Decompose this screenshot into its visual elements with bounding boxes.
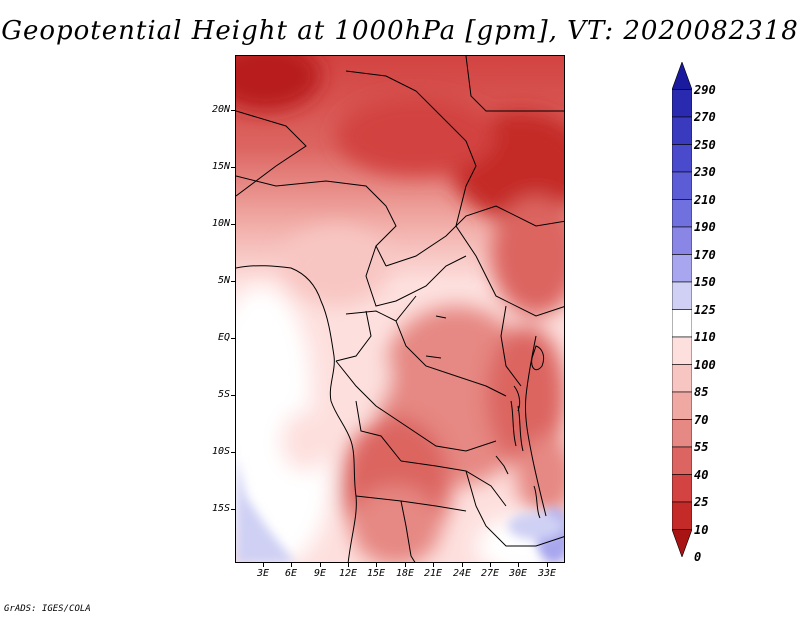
colorbar-band [672, 199, 692, 228]
lon-tick [490, 563, 491, 567]
colorbar-label: 170 [694, 247, 716, 262]
colorbar-band [672, 364, 692, 393]
lon-tick [263, 563, 264, 567]
lat-label-20n: 20N [211, 104, 230, 115]
lon-label-18e: 18E [395, 568, 415, 579]
footer-credit: GrADS: IGES/COLA [4, 604, 91, 614]
colorbar-label: 70 [694, 412, 709, 427]
colorbar-label: 150 [694, 275, 716, 289]
lon-label-9e: 9E [313, 568, 327, 579]
lat-tick [231, 509, 235, 510]
lat-tick [231, 224, 235, 225]
lat-tick [231, 110, 235, 111]
colorbar-band [672, 474, 692, 503]
colorbar-label: 125 [694, 302, 716, 317]
colorbar-band [672, 336, 692, 365]
lon-tick [348, 563, 349, 567]
lon-label-6e: 6E [284, 568, 298, 579]
map-title: Geopotential Height at 1000hPa [gpm], VT… [1, 16, 799, 46]
colorbar-label: 110 [694, 330, 716, 344]
lon-label-3e: 3E [256, 568, 270, 579]
lon-label-24e: 24E [452, 568, 472, 579]
lon-tick [462, 563, 463, 567]
colorbar-band [672, 89, 692, 118]
colorbar-band [672, 254, 692, 283]
colorbar-label: 55 [694, 440, 709, 454]
colorbar [672, 62, 692, 557]
lon-label-15e: 15E [366, 568, 386, 579]
colorbar-label: 230 [694, 165, 716, 179]
colorbar-label: 10 [694, 522, 709, 537]
lat-label-15n: 15N [211, 161, 230, 172]
colorbar-band [672, 501, 692, 530]
lat-tick [231, 167, 235, 168]
colorbar-band [672, 281, 692, 310]
colorbar-band [672, 144, 692, 173]
borders [236, 56, 564, 562]
colorbar-band [672, 309, 692, 338]
lon-tick [433, 563, 434, 567]
lat-label-10n: 10N [211, 218, 230, 229]
colorbar-band [672, 419, 692, 448]
colorbar-label: 0 [694, 550, 702, 564]
lakes [425, 315, 545, 519]
lon-tick [405, 563, 406, 567]
lon-tick [547, 563, 548, 567]
colorbar-label: 250 [694, 137, 716, 152]
colorbar-label: 270 [694, 110, 716, 124]
lon-tick [376, 563, 377, 567]
lon-label-27e: 27E [480, 568, 500, 579]
colorbar-label: 100 [694, 357, 716, 372]
lon-tick [320, 563, 321, 567]
colorbar-bands [672, 62, 692, 557]
colorbar-label: 190 [694, 220, 716, 234]
lat-label-eq: EQ [217, 332, 230, 343]
lon-tick [518, 563, 519, 567]
map-panel [235, 55, 565, 563]
lon-label-21e: 21E [423, 568, 443, 579]
lon-label-33e: 33E [537, 568, 557, 579]
colorbar-band [672, 446, 692, 475]
colorbar-band [672, 226, 692, 255]
field-highs [236, 456, 564, 562]
colorbar-band [672, 391, 692, 420]
colorbar-band [672, 116, 692, 145]
lat-label-5s: 5S [217, 389, 230, 400]
colorbar-label: 85 [694, 385, 709, 399]
geopotential-field-map [236, 56, 564, 562]
lat-tick [231, 395, 235, 396]
lon-tick [291, 563, 292, 567]
lat-label-10s: 10S [211, 446, 230, 457]
lat-label-5n: 5N [217, 275, 230, 286]
lat-label-15s: 15S [211, 503, 230, 514]
lon-label-30e: 30E [508, 568, 528, 579]
colorbar-label: 210 [694, 192, 716, 207]
colorbar-band [672, 62, 692, 90]
colorbar-label: 290 [694, 82, 716, 97]
colorbar-label: 25 [694, 495, 709, 509]
lat-tick [231, 338, 235, 339]
lat-tick [231, 281, 235, 282]
lon-label-12e: 12E [338, 568, 358, 579]
colorbar-band [672, 171, 692, 200]
colorbar-band [672, 529, 692, 557]
colorbar-label: 40 [694, 467, 709, 482]
lat-tick [231, 452, 235, 453]
